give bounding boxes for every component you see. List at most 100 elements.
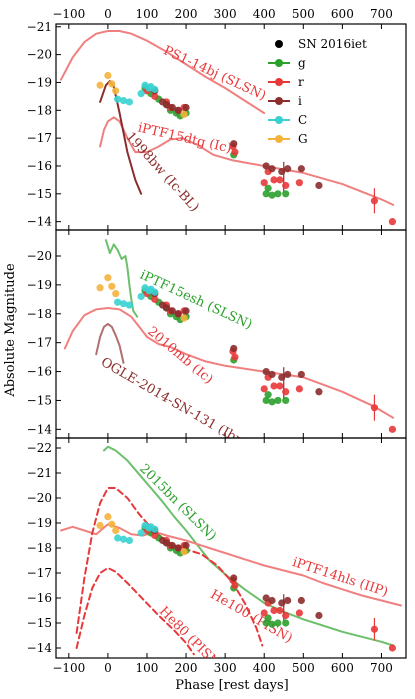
data-point-r <box>276 382 284 390</box>
data-point-i <box>182 541 190 550</box>
data-point-r <box>151 531 159 540</box>
data-point-C <box>151 525 159 533</box>
panel-2: −20 −19 −18 −17 −16 −15 −14 iPTF15esh (SLSN)201… <box>27 229 407 451</box>
data-point-i <box>315 181 323 190</box>
data-point-i <box>278 599 286 607</box>
data-point-G <box>96 521 104 530</box>
template-label: PS1-14bj (SLSN) <box>161 43 268 104</box>
data-point-r <box>276 176 284 184</box>
legend-marker <box>275 40 283 48</box>
data-point-G <box>104 513 112 521</box>
data-point-r <box>270 382 278 390</box>
x-tick-label-bottom: 500 <box>292 661 315 675</box>
y-tick-label: −16 <box>27 365 52 379</box>
x-tick-label-top: 500 <box>292 7 315 21</box>
y-tick-label: −15 <box>27 616 52 630</box>
data-point-r <box>270 176 278 184</box>
x-tick-label-top: 100 <box>136 7 159 21</box>
y-tick-label: −17 <box>27 131 52 145</box>
data-point-r <box>295 609 303 617</box>
x-tick-label-top: 400 <box>253 7 276 21</box>
panel-1: −21 −20 −19 −18 −17 −16 −15 −14 −100 0 100 200 300 40… <box>27 7 407 231</box>
x-tick-label-bottom: 300 <box>214 661 237 675</box>
data-point-i <box>297 596 305 605</box>
data-point-C <box>119 300 128 308</box>
data-point-r <box>276 606 284 615</box>
data-point-r <box>260 609 268 617</box>
data-point-i <box>174 544 182 552</box>
y-tick-label: −16 <box>27 159 52 173</box>
data-point-r <box>388 218 397 226</box>
data-point-G <box>112 289 120 298</box>
data-point-g <box>274 190 282 198</box>
y-tick-label: −14 <box>27 641 53 655</box>
y-tick-label: −19 <box>27 516 52 530</box>
data-point-r <box>231 581 239 590</box>
data-point-g <box>282 190 290 198</box>
data-point-r <box>295 179 303 187</box>
data-point-C <box>137 529 145 537</box>
data-point-r <box>231 353 239 361</box>
x-axis-label: Phase [rest days] <box>175 678 289 693</box>
data-point-i <box>168 307 176 315</box>
data-point-i <box>315 611 323 620</box>
data-point-C <box>151 85 159 94</box>
data-point-r <box>282 611 290 620</box>
data-point-C <box>114 298 122 306</box>
data-point-r <box>370 625 379 633</box>
data-point-i <box>174 106 182 114</box>
y-tick-label: −20 <box>27 249 52 263</box>
x-tick-label-bottom: 600 <box>331 661 354 675</box>
y-tick-label: −18 <box>27 103 52 117</box>
data-point-i <box>284 370 292 379</box>
y-tick-label: −17 <box>27 336 52 350</box>
data-point-r <box>388 425 397 433</box>
data-point-r <box>260 179 268 187</box>
data-point-G <box>112 87 120 95</box>
data-point-r <box>295 385 303 393</box>
data-point-i <box>230 574 238 582</box>
data-point-C <box>119 535 128 543</box>
x-tick-label-bottom: 700 <box>370 661 393 675</box>
data-point-C <box>137 292 145 301</box>
y-axis-label: Absolute Magnitude <box>3 263 18 398</box>
template-curve <box>60 30 266 115</box>
data-point-r <box>282 181 290 190</box>
data-point-g <box>268 191 276 199</box>
legend-label: C <box>298 113 307 127</box>
y-tick-label: −14 <box>27 215 53 229</box>
plot-area: iPTF15esh (SLSN)2010mb (Ic)OGLE-2014-SN-… <box>63 239 397 451</box>
data-point-i <box>162 539 171 547</box>
template-label: OGLE-2014-SN-131 (Ibn) <box>98 355 250 451</box>
data-point-g <box>282 396 290 405</box>
panels: −21 −20 −19 −18 −17 −16 −15 −14 −100 0 100 200 300 40… <box>27 7 407 675</box>
x-tick-label-bottom: 0 <box>104 661 112 675</box>
legend-marker <box>275 59 283 67</box>
y-tick-label: −17 <box>27 566 52 580</box>
panel-frame <box>55 23 407 231</box>
legend-label: i <box>298 94 302 108</box>
data-point-C <box>125 98 133 106</box>
data-point-G <box>96 284 104 292</box>
data-point-G <box>104 71 112 80</box>
data-point-g <box>262 396 270 405</box>
data-point-i <box>182 307 190 315</box>
data-point-r <box>151 92 159 100</box>
data-point-i <box>230 140 238 148</box>
data-point-g <box>264 614 272 622</box>
data-point-C <box>119 96 128 105</box>
data-point-C <box>114 534 122 542</box>
data-point-g <box>274 396 282 405</box>
legend-marker <box>275 116 283 124</box>
x-tick-label-bottom: 100 <box>136 661 159 675</box>
data-point-G <box>108 80 116 88</box>
legend-label: r <box>298 75 304 89</box>
data-point-i <box>297 165 305 173</box>
data-point-G <box>180 110 188 119</box>
template-label: 2010mb (Ic) <box>144 324 215 387</box>
data-point-i <box>262 162 270 170</box>
data-point-i <box>284 596 292 605</box>
data-point-i <box>168 541 176 550</box>
legend-marker <box>275 78 283 86</box>
y-tick-label: −15 <box>27 393 52 407</box>
